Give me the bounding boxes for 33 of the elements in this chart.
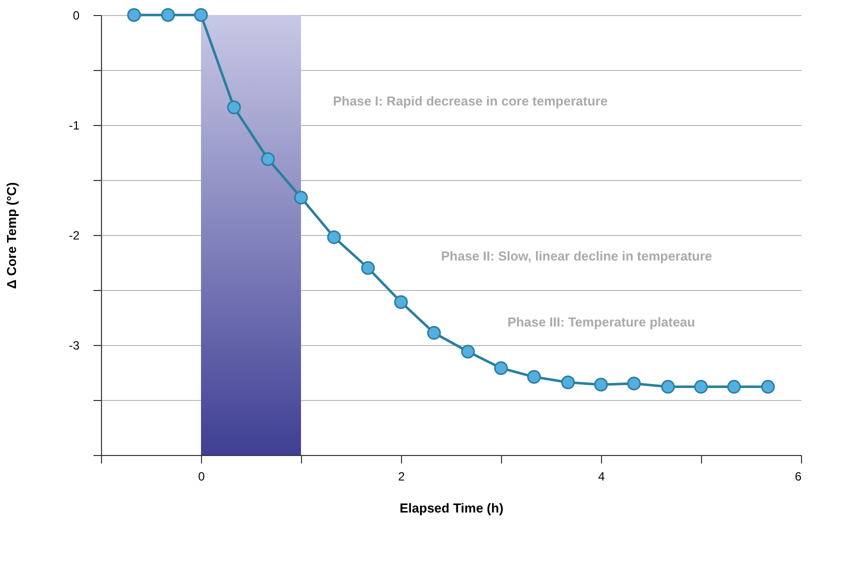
point [661,380,675,394]
annotation: Phase I: Rapid decrease in core temperature [333,93,608,108]
point [761,380,775,394]
point [461,344,475,358]
point [327,230,341,244]
point [561,376,575,390]
point [161,8,175,22]
point [427,326,441,340]
y-tick-label: -3 [68,338,80,352]
x-tick-label: 0 [198,470,206,484]
x-tick-label: 4 [598,470,606,484]
x-axis-title: Elapsed Time (h) [400,500,504,516]
annotation: Phase II: Slow, linear decline in temperature [441,248,712,264]
point [227,100,241,114]
point [294,190,308,204]
y-axis-title: Δ Core Temp (°C) [4,182,19,289]
point [394,295,408,309]
y-tick-label: 0 [72,8,80,22]
point [494,361,508,375]
point [694,380,708,394]
annotation: Phase III: Temperature plateau [508,314,696,330]
point [727,380,741,394]
point [261,152,275,166]
x-tick-label: 2 [398,470,406,484]
point [127,8,141,22]
point [627,376,641,390]
y-tick-label: -2 [68,228,80,242]
point [527,370,541,384]
point [194,8,208,22]
point [594,378,608,392]
x-tick-label: 6 [794,470,802,484]
point [361,261,375,275]
y-tick-label: -1 [68,118,80,132]
